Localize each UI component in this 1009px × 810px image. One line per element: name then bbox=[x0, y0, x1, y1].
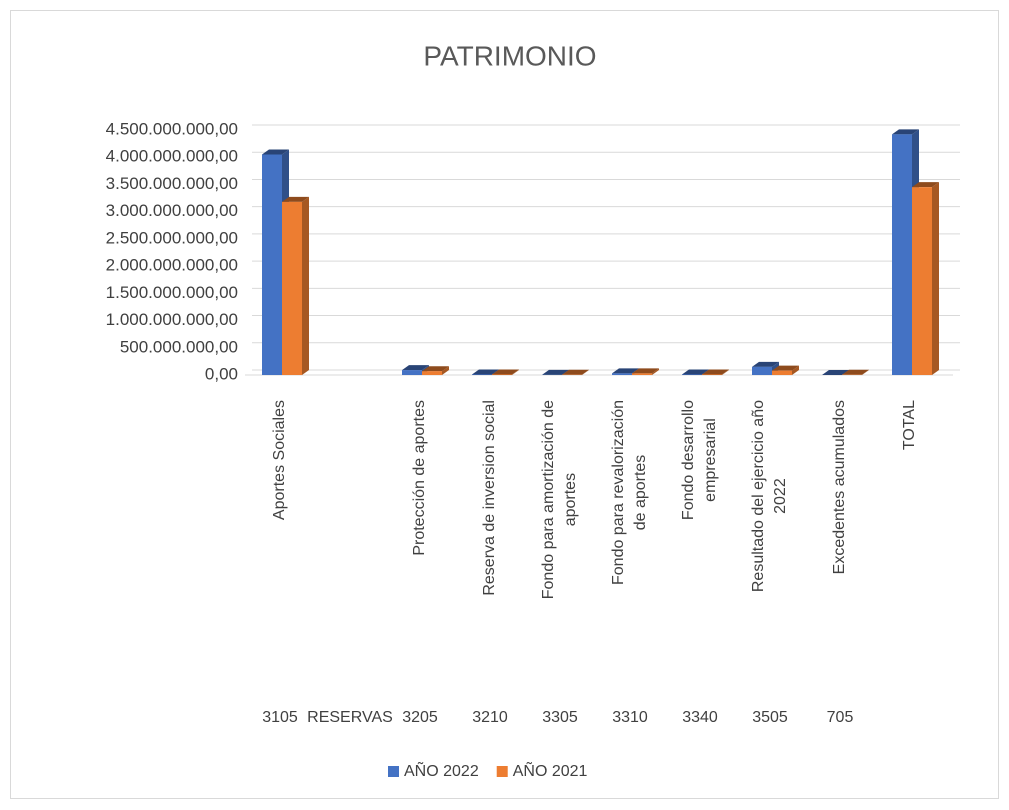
bar-front bbox=[632, 373, 652, 375]
chart-title: PATRIMONIO bbox=[423, 40, 596, 71]
bar-front bbox=[422, 371, 442, 375]
x-group-label: 3505 bbox=[752, 709, 788, 726]
x-group-label: 3310 bbox=[612, 709, 648, 726]
x-group-label: 3305 bbox=[542, 709, 578, 726]
x-group-label: 3205 bbox=[402, 709, 438, 726]
y-tick-label: 4.500.000.000,00 bbox=[106, 119, 238, 138]
x-tick-label-line: de aportes bbox=[632, 455, 649, 531]
legend-label: AÑO 2022 bbox=[404, 760, 479, 780]
x-tick-label: Excedentes acumulados bbox=[831, 400, 848, 574]
bar-side bbox=[932, 182, 939, 375]
legend-swatch bbox=[497, 766, 508, 777]
bar-front bbox=[892, 134, 912, 375]
bar-front bbox=[772, 371, 792, 375]
y-tick-label: 500.000.000,00 bbox=[120, 337, 238, 356]
bar-front bbox=[612, 373, 632, 375]
y-tick-label: 4.000.000.000,00 bbox=[106, 147, 238, 166]
x-tick-label: TOTAL bbox=[901, 400, 918, 450]
x-tick-label-line: Excedentes acumulados bbox=[831, 400, 848, 574]
bar-front bbox=[912, 187, 932, 375]
bar-front bbox=[262, 155, 282, 376]
bar-front bbox=[702, 374, 722, 375]
x-tick-label: Aportes Sociales bbox=[271, 400, 288, 520]
x-group-label: RESERVAS bbox=[307, 709, 393, 726]
x-tick-label-line: Fondo desarrollo bbox=[680, 400, 697, 520]
y-tick-label: 2.500.000.000,00 bbox=[106, 228, 238, 247]
x-group-label: 3340 bbox=[682, 709, 718, 726]
legend-swatch bbox=[388, 766, 399, 777]
x-tick-label-line: Fondo para revalorización bbox=[610, 400, 627, 585]
x-tick-label-line: Resultado del ejercicio año bbox=[750, 400, 767, 592]
x-tick-label-line: Reserva de inversion social bbox=[481, 400, 498, 596]
x-tick-label: Reserva de inversion social bbox=[481, 400, 498, 596]
bar-side bbox=[302, 197, 309, 375]
x-tick-label-line: empresarial bbox=[702, 418, 719, 502]
x-group-label: 3105 bbox=[262, 709, 298, 726]
bar-front bbox=[472, 374, 492, 375]
y-tick-label: 0,00 bbox=[205, 364, 238, 383]
x-tick-label-line: TOTAL bbox=[901, 400, 918, 450]
bar-front bbox=[402, 370, 422, 375]
y-tick-label: 3.000.000.000,00 bbox=[106, 201, 238, 220]
legend-label: AÑO 2021 bbox=[513, 760, 588, 780]
bar bbox=[912, 182, 939, 375]
x-tick-label-line: Protección de aportes bbox=[411, 400, 428, 556]
x-tick-label-line: Fondo para amortización de bbox=[540, 400, 557, 599]
x-group-label: 705 bbox=[827, 709, 854, 726]
y-tick-label: 1.500.000.000,00 bbox=[106, 283, 238, 302]
x-tick-label: Protección de aportes bbox=[411, 400, 428, 556]
bar-front bbox=[682, 374, 702, 375]
bar bbox=[282, 197, 309, 375]
x-group-label: 3210 bbox=[472, 709, 508, 726]
bar-front bbox=[752, 367, 772, 375]
x-tick-label-line: aportes bbox=[562, 473, 579, 526]
bar-front bbox=[282, 202, 302, 375]
bar-front bbox=[492, 374, 512, 375]
y-tick-label: 3.500.000.000,00 bbox=[106, 174, 238, 193]
y-tick-label: 1.000.000.000,00 bbox=[106, 310, 238, 329]
y-tick-label: 2.000.000.000,00 bbox=[106, 256, 238, 275]
x-tick-label-line: Aportes Sociales bbox=[271, 400, 288, 520]
x-tick-label-line: 2022 bbox=[772, 478, 789, 514]
